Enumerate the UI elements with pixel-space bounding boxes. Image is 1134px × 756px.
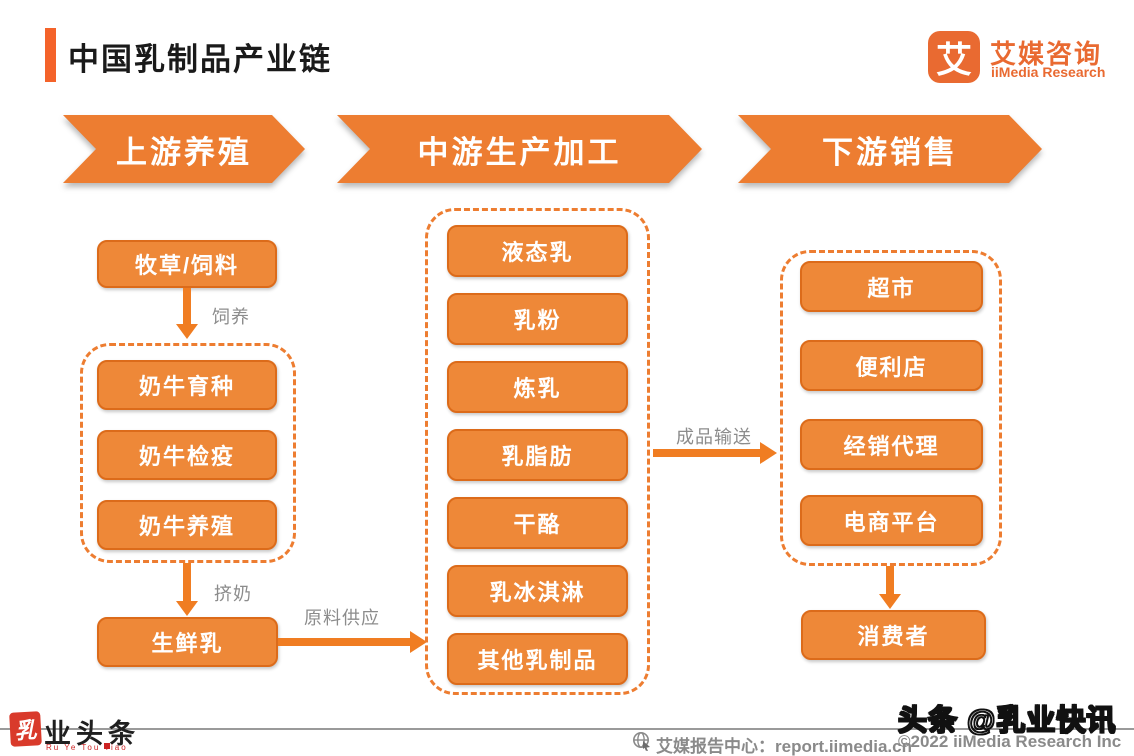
node-milk-ice-cream: 乳冰淇淋: [447, 565, 628, 617]
node-milk-powder: 乳粉: [447, 293, 628, 345]
upstream-dashed-group: [80, 343, 296, 563]
node-condensed-milk: 炼乳: [447, 361, 628, 413]
arrow-feeding-head: [176, 324, 198, 339]
banner-midstream-label: 中游生产加工: [337, 115, 702, 183]
toutiao-watermark: 头条 @乳业快讯: [897, 704, 1117, 738]
iimedia-logo-icon: 艾: [928, 31, 980, 83]
arrow-feeding: [183, 288, 191, 324]
arrow-milking: [183, 563, 191, 601]
node-cattle-farming: 奶牛养殖: [97, 500, 277, 550]
midstream-dashed-group: [425, 208, 650, 695]
ruyetoutiao-pinyin-square: [104, 743, 110, 749]
node-milk-fat: 乳脂肪: [447, 429, 628, 481]
iimedia-logo-name-cn: 艾媒咨询: [990, 39, 1103, 69]
label-supply: 原料供应: [304, 608, 380, 628]
arrow-milking-head: [176, 601, 198, 616]
node-liquid-milk: 液态乳: [447, 225, 628, 277]
node-cheese: 干酪: [447, 497, 628, 549]
node-consumer: 消费者: [801, 610, 986, 660]
copyright-text: ©2022 iiMedia Research Inc: [898, 732, 1122, 751]
page-title: 中国乳制品产业链: [68, 42, 332, 77]
arrow-delivery: [653, 449, 760, 457]
ruyetoutiao-brand-text: 业头条: [44, 719, 140, 750]
title-accent-bar: [45, 28, 56, 82]
node-raw-milk: 生鲜乳: [97, 617, 278, 667]
arrow-to-consumer-head: [879, 594, 901, 609]
banner-midstream: 中游生产加工: [337, 115, 702, 183]
ruyetoutiao-seal-icon: 乳: [9, 711, 42, 747]
ruyetoutiao-pinyin: Ru Ye Tou Tiao: [46, 743, 128, 752]
arrow-supply: [278, 638, 410, 646]
arrow-delivery-head: [760, 442, 777, 464]
banner-downstream-label: 下游销售: [738, 115, 1042, 183]
arrow-to-consumer: [886, 566, 894, 594]
node-distributor: 经销代理: [800, 419, 983, 470]
label-milking: 挤奶: [214, 584, 252, 604]
node-other-dairy: 其他乳制品: [447, 633, 628, 685]
report-center-text: 艾媒报告中心：report.iimedia.cn: [656, 737, 912, 756]
banner-downstream: 下游销售: [738, 115, 1042, 183]
label-feeding: 饲养: [212, 307, 250, 327]
node-cattle-quarantine: 奶牛检疫: [97, 430, 277, 480]
node-supermarket: 超市: [800, 261, 983, 312]
label-delivery: 成品输送: [676, 427, 752, 447]
node-convenience-store: 便利店: [800, 340, 983, 391]
footer-divider: [0, 728, 1134, 730]
banner-upstream: 上游养殖: [63, 115, 305, 183]
node-ecommerce: 电商平台: [800, 495, 983, 546]
node-cattle-breeding: 奶牛育种: [97, 360, 277, 410]
downstream-dashed-group: [780, 250, 1002, 566]
arrow-supply-head: [410, 631, 427, 653]
globe-cursor-icon: [633, 732, 650, 751]
node-feed: 牧草/饲料: [97, 240, 277, 288]
banner-upstream-label: 上游养殖: [63, 115, 305, 183]
iimedia-logo-name-en: iiMedia Research: [991, 64, 1106, 80]
